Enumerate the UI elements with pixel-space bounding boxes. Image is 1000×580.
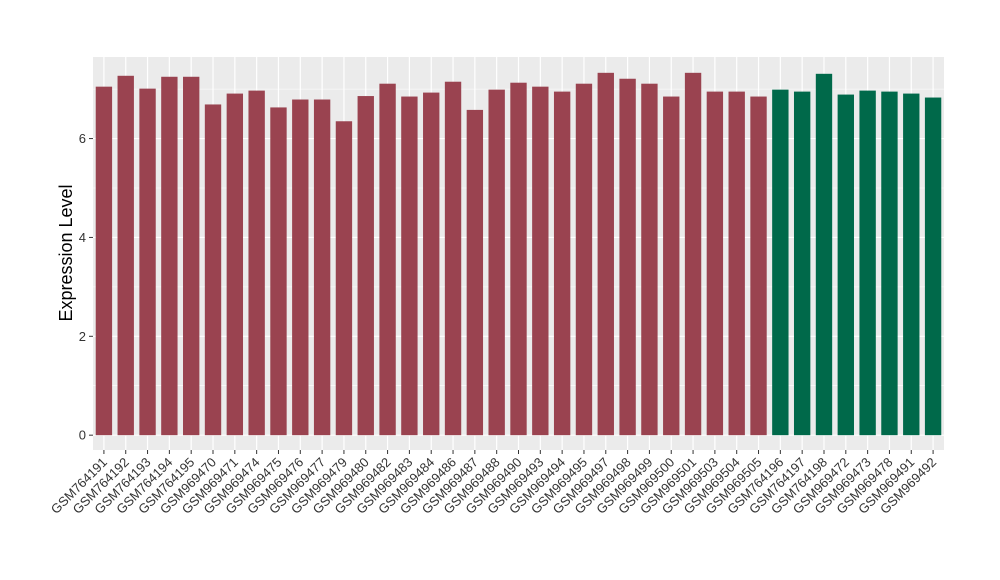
bar-GSM764194	[161, 76, 178, 436]
bar-GSM764191	[95, 86, 113, 436]
y-tick-label: 6	[79, 131, 86, 146]
bar-GSM969479	[335, 121, 353, 436]
bar-GSM969473	[859, 90, 876, 436]
y-axis-title: Expression Level	[56, 184, 76, 321]
bar-GSM969483	[401, 96, 418, 436]
bar-GSM969493	[532, 86, 549, 436]
bar-GSM969472	[837, 94, 854, 436]
bar-GSM969504	[728, 91, 745, 436]
bar-GSM969476	[292, 99, 309, 436]
bar-GSM969475	[270, 107, 287, 436]
bar-GSM969471	[226, 93, 244, 436]
bar-GSM969492	[924, 97, 942, 436]
bar-GSM969478	[881, 91, 898, 436]
bar-GSM969495	[575, 83, 593, 436]
bar-GSM764196	[772, 89, 789, 436]
bar-GSM969494	[553, 91, 571, 436]
bar-GSM969497	[597, 72, 614, 436]
y-tick-label: 2	[79, 329, 86, 344]
bar-GSM764193	[139, 88, 156, 436]
bar-GSM969480	[357, 96, 374, 436]
bar-GSM764198	[815, 73, 833, 436]
x-axis: GSM764191GSM764192GSM764193GSM764194GSM7…	[48, 450, 939, 517]
bar-GSM969477	[313, 99, 331, 436]
bar-GSM969503	[706, 91, 724, 436]
bar-GSM764192	[117, 75, 134, 436]
bar-GSM969470	[204, 104, 222, 436]
bar-GSM969505	[750, 96, 767, 436]
bar-GSM969498	[619, 78, 636, 436]
bar-GSM764197	[793, 91, 811, 436]
y-tick-label: 4	[79, 230, 86, 245]
y-axis: 0 2 4 6	[79, 131, 93, 443]
bar-GSM969484	[423, 92, 440, 436]
bar-GSM969487	[466, 109, 484, 436]
bar-GSM969488	[488, 89, 505, 436]
bar-GSM969491	[903, 93, 920, 436]
bar-series	[95, 72, 942, 436]
bar-GSM969499	[641, 83, 658, 436]
bar-GSM969500	[663, 96, 680, 436]
bar-GSM969490	[510, 82, 527, 436]
bar-GSM969482	[379, 83, 396, 436]
bar-GSM969474	[248, 90, 265, 436]
bar-GSM969486	[444, 81, 462, 436]
bar-GSM764195	[183, 76, 200, 436]
bar-GSM969501	[684, 72, 702, 436]
y-tick-label: 0	[79, 428, 86, 443]
